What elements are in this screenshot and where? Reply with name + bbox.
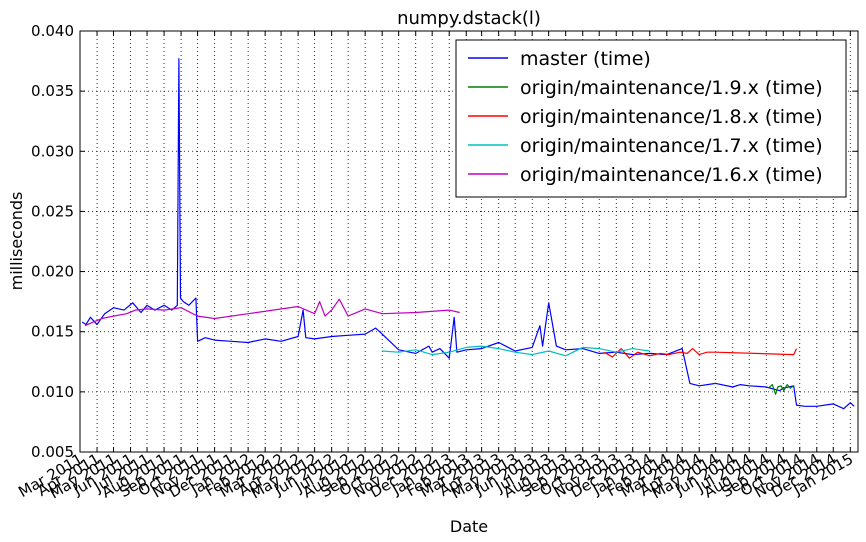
legend-label: origin/maintenance/1.7.x (time) <box>520 135 823 157</box>
plot-frame <box>79 30 859 453</box>
series-line-origin-maintenance-1-6-x-time <box>84 298 460 327</box>
legend-label: master (time) <box>520 48 651 70</box>
y-tick-label: 0.015 <box>31 323 74 341</box>
y-tick-label: 0.025 <box>31 202 74 220</box>
legend-label: origin/maintenance/1.6.x (time) <box>520 164 823 186</box>
y-tick-label: 0.010 <box>31 383 74 401</box>
y-tick-label: 0.035 <box>31 82 74 100</box>
series-line-master-time <box>81 58 855 410</box>
y-tick-label: 0.030 <box>31 142 74 160</box>
legend: master (time) origin/maintenance/1.9.x (t… <box>455 39 847 198</box>
y-ticks: 0.005 0.010 0.015 0.020 0.025 0.030 0.035 0.040 <box>31 22 858 461</box>
series-line-origin-maintenance-1-7-x-time <box>382 345 650 357</box>
y-tick-label: 0.020 <box>31 263 74 281</box>
x-axis-label: Date <box>450 517 488 536</box>
series-line-origin-maintenance-1-8-x-time <box>603 348 798 359</box>
series-layer <box>81 58 855 410</box>
y-tick-label: 0.040 <box>31 22 74 40</box>
chart-title: numpy.dstack(l) <box>397 8 541 29</box>
legend-label: origin/maintenance/1.8.x (time) <box>520 106 823 128</box>
legend-box <box>455 39 847 198</box>
y-axis-label: milliseconds <box>7 192 26 291</box>
legend-label: origin/maintenance/1.9.x (time) <box>520 77 823 99</box>
series-line-origin-maintenance-1-9-x-time <box>767 384 795 395</box>
y-tick-label: 0.005 <box>31 443 74 461</box>
